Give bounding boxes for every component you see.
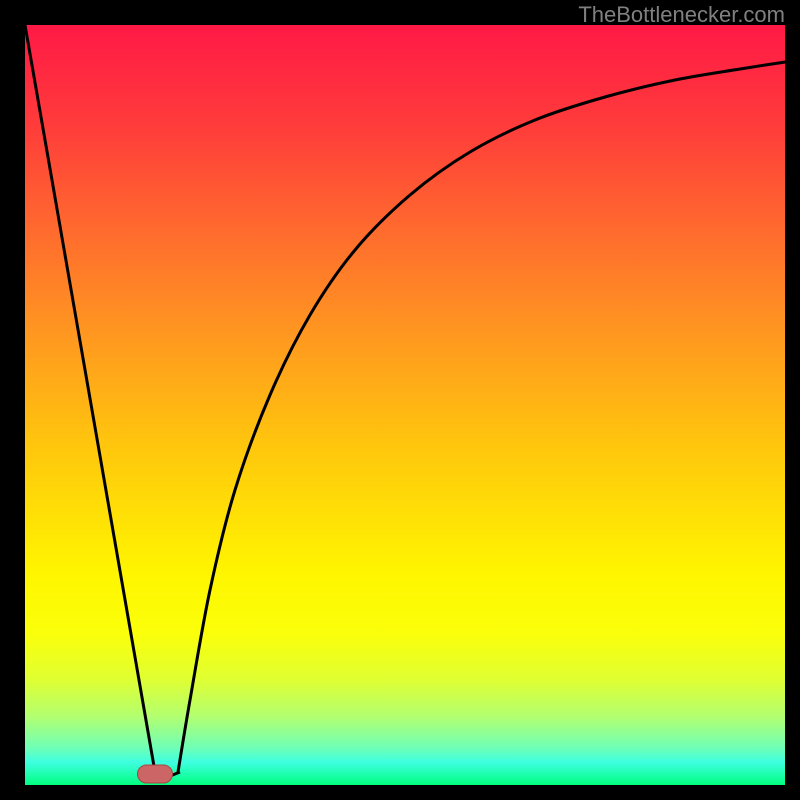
- chart-svg: [0, 0, 800, 800]
- chart-container: TheBottlenecker.com: [0, 0, 800, 800]
- watermark-text: TheBottlenecker.com: [578, 2, 785, 28]
- plot-background: [25, 25, 785, 785]
- bottleneck-marker: [138, 765, 173, 783]
